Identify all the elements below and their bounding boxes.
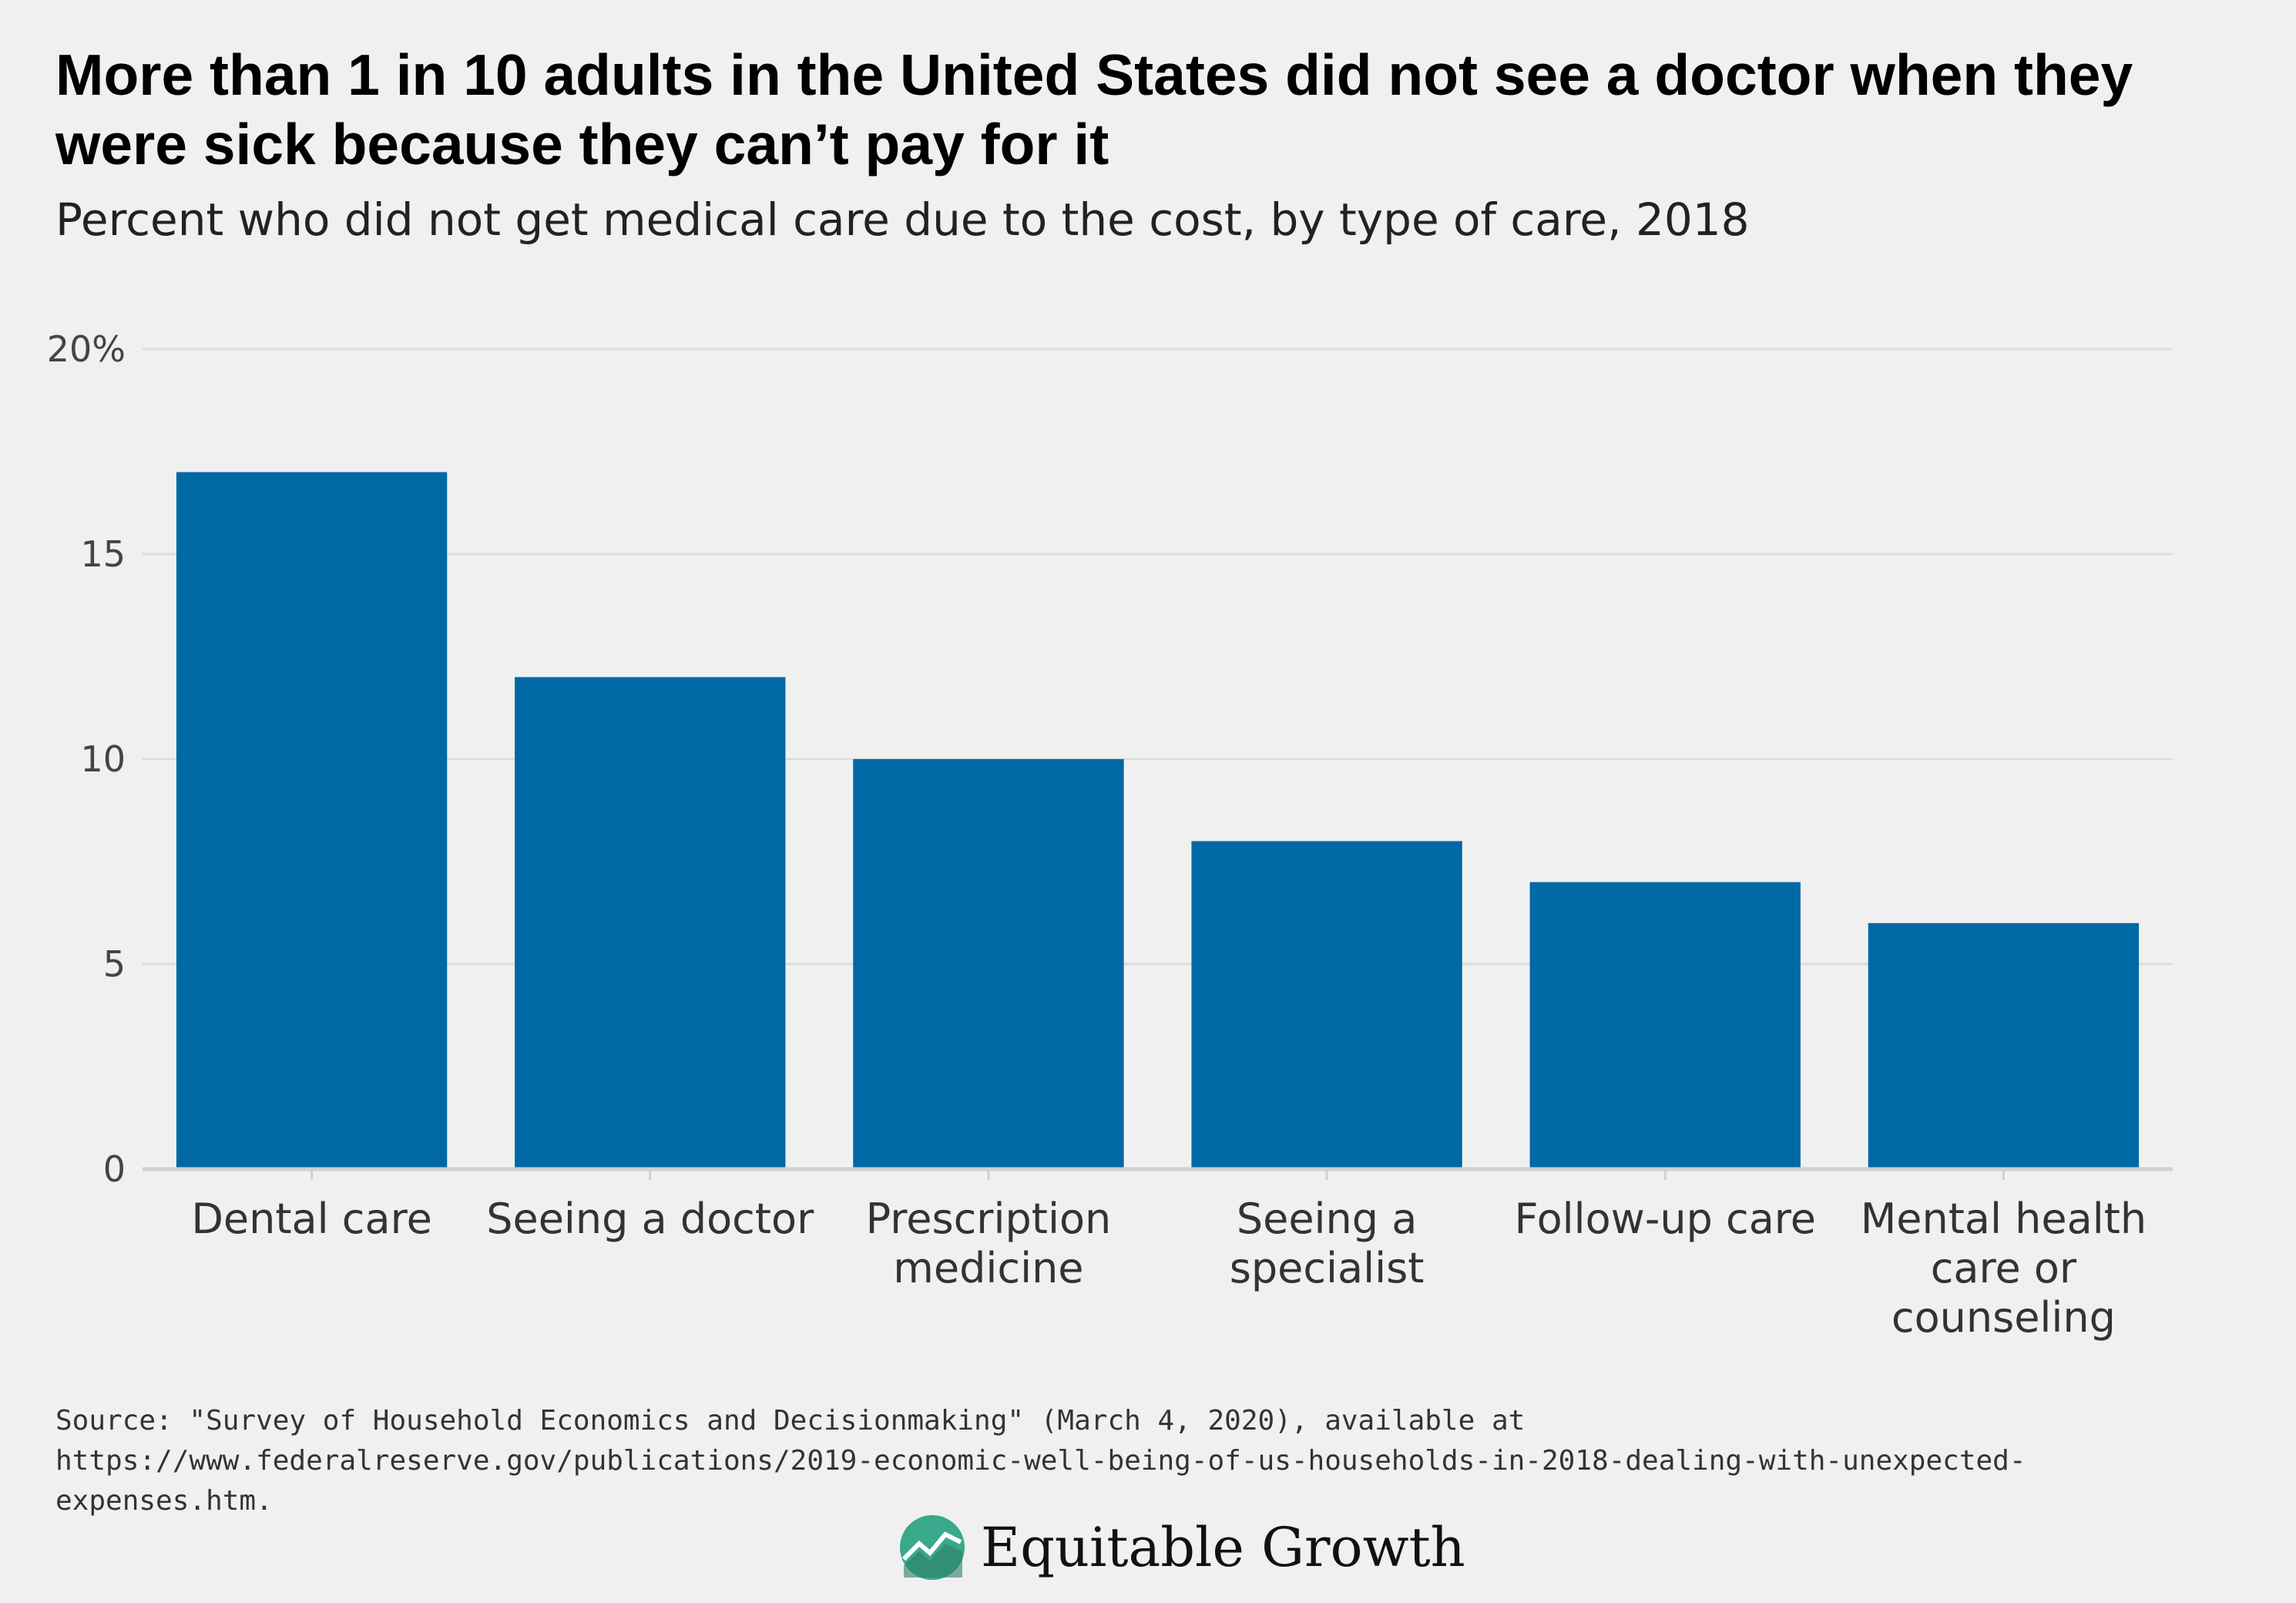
x-category-label: Dental care <box>191 1195 431 1243</box>
y-tick-label: 5 <box>103 943 126 985</box>
chart-title: More than 1 in 10 adults in the United S… <box>55 42 2133 176</box>
gridlines <box>143 348 2173 966</box>
equitable-growth-logo: Equitable Growth <box>898 1509 1465 1586</box>
bar <box>1191 841 1462 1169</box>
x-category-label: Follow-up care <box>1514 1195 1816 1243</box>
source-note: Source: "Survey of Household Economics a… <box>55 1405 2026 1517</box>
x-category-label: Prescription medicine <box>866 1195 1112 1292</box>
chart-subtitle: Percent who did not get medical care due… <box>55 193 1750 246</box>
bar <box>853 759 1124 1169</box>
x-category-label: Seeing a specialist <box>1230 1195 1425 1292</box>
y-tick-label: 15 <box>80 533 126 575</box>
y-tick-labels: 0 5 10 15 20% <box>47 328 126 1190</box>
x-category-label: Seeing a doctor <box>486 1195 814 1243</box>
bar-chart: 0 5 10 15 20% Dental care Seeing a doctor Pres… <box>47 328 2173 1342</box>
y-tick-label: 10 <box>80 738 126 780</box>
growth-chart-icon <box>900 1515 965 1580</box>
x-category-labels: Dental care Seeing a doctor Prescription me… <box>191 1195 2147 1342</box>
x-category-label: Mental health care or counseling <box>1861 1195 2147 1342</box>
bar <box>1868 922 2140 1169</box>
x-axis <box>143 1167 2173 1180</box>
logo-text: Equitable Growth <box>981 1516 1465 1579</box>
bar <box>515 677 786 1169</box>
bar <box>1529 882 1801 1169</box>
y-tick-label: 20% <box>47 328 126 370</box>
y-tick-label: 0 <box>103 1148 126 1190</box>
bars <box>176 472 2140 1169</box>
bar <box>176 472 448 1169</box>
